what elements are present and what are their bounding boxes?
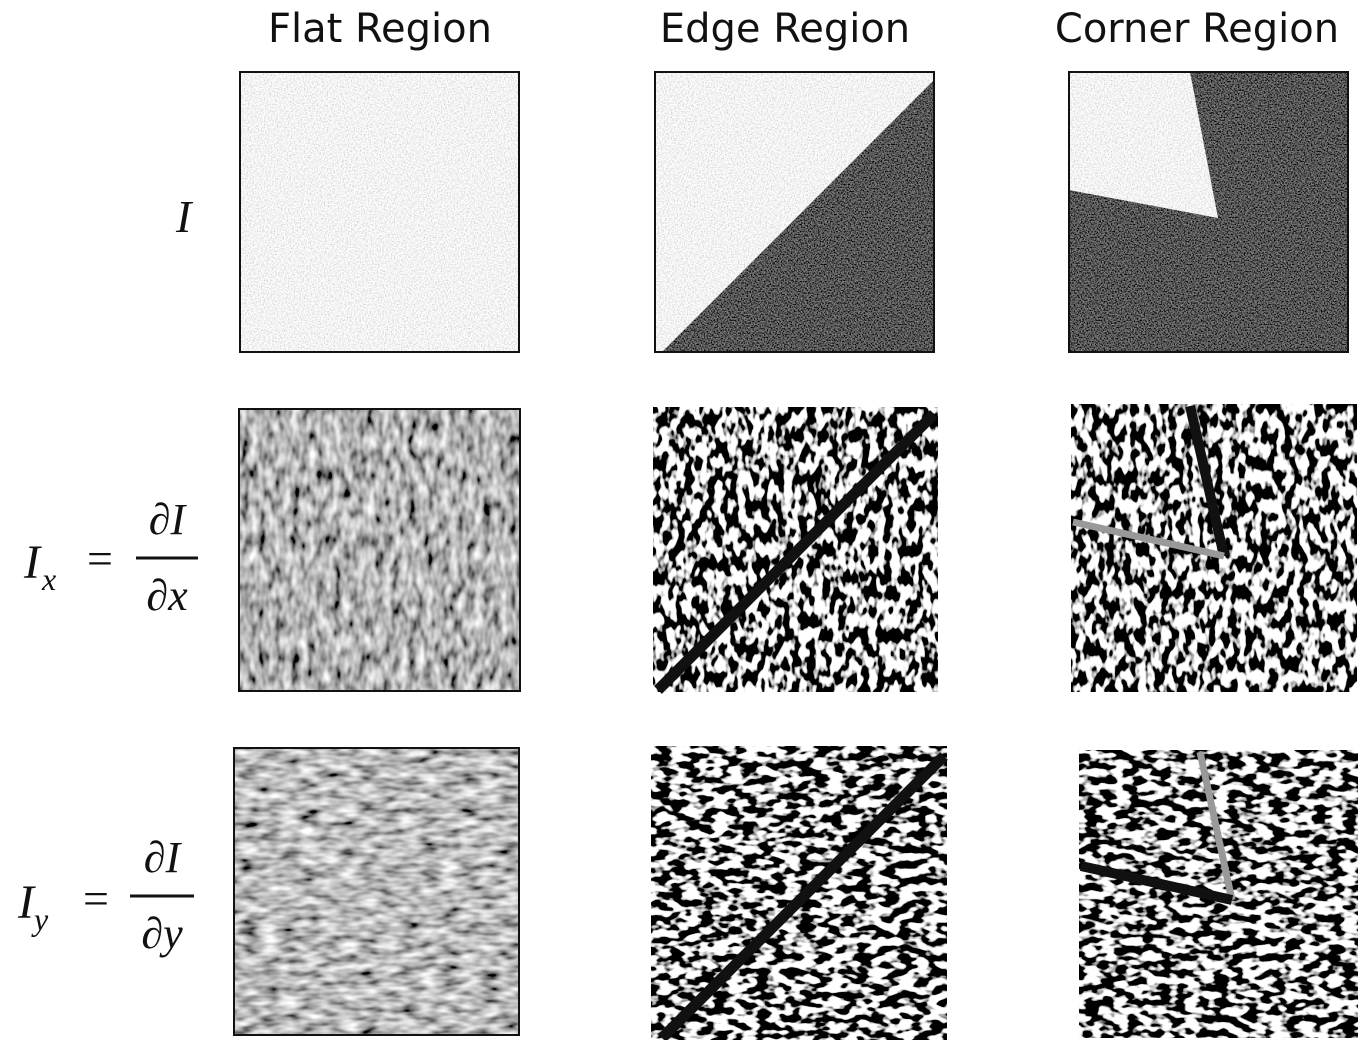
image-corner-dx (1071, 404, 1357, 692)
image-flat-dy (234, 748, 519, 1035)
image-edge-dx (653, 407, 938, 692)
image-edge-dy (651, 746, 947, 1040)
row-label-subscript: y (31, 901, 49, 937)
image-flat-dx (239, 409, 520, 691)
row-label-numerator: ∂I (144, 833, 183, 882)
column-header: Corner Region (1055, 6, 1339, 52)
row-label-subscript: x (41, 561, 56, 597)
column-header: Edge Region (660, 6, 910, 52)
row-label-denominator: ∂y (141, 909, 183, 958)
row-label-numerator: ∂I (149, 495, 188, 544)
image-corner-dy (1079, 750, 1358, 1038)
image-edge (655, 72, 934, 352)
row-label-relation: = (87, 533, 113, 584)
row-label-symbol: I (175, 191, 194, 242)
column-header: Flat Region (268, 6, 492, 52)
image-flat (240, 72, 519, 352)
figure: Flat Region Edge Region Corner Region I … (0, 0, 1358, 1040)
row-label: I x = ∂I ∂x (23, 495, 198, 620)
row-label-denominator: ∂x (146, 571, 188, 620)
row-label-symbol: I (23, 536, 42, 589)
row-label-relation: = (83, 873, 109, 924)
row-label: I y = ∂I ∂y (17, 833, 194, 958)
image-corner (1069, 72, 1348, 352)
